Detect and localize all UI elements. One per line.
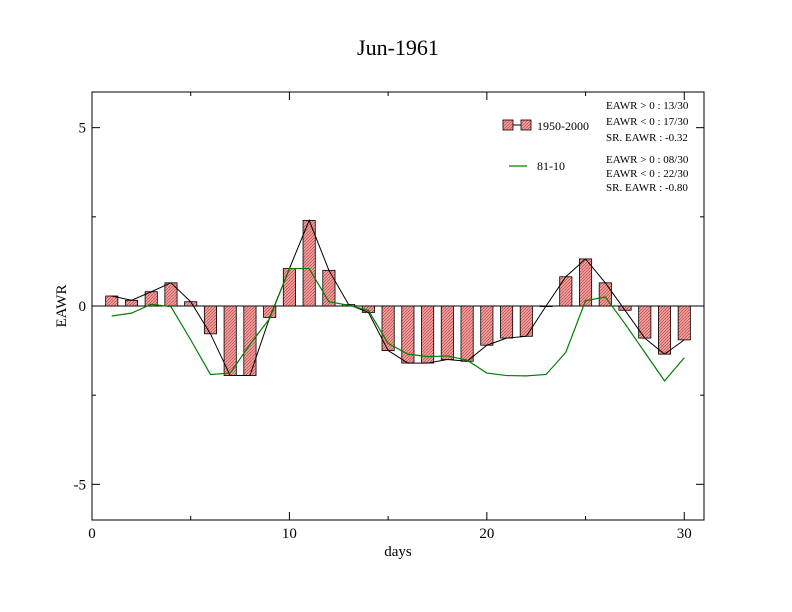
chart-title: Jun-1961: [357, 35, 439, 60]
y-tick-label: 5: [79, 121, 87, 137]
bar-day-1: [105, 295, 119, 307]
bar-day-20: [480, 305, 494, 346]
bar-day-28: [638, 305, 652, 339]
x-tick-label: 0: [88, 526, 96, 542]
x-tick-label: 20: [479, 526, 494, 542]
stats-annotations: EAWR > 0 : 13/30 EAWR < 0 : 17/30 SR. EA…: [606, 100, 689, 194]
bar-day-22: [519, 305, 533, 337]
bar-day-30: [677, 305, 691, 341]
stat-set2-positive: EAWR > 0 : 08/30: [606, 154, 689, 166]
y-tick-label: -5: [74, 477, 87, 493]
legend-label-81-10: 81-10: [537, 159, 565, 173]
bar-day-8: [243, 305, 257, 376]
stat-set2-negative: EAWR < 0 : 22/30: [606, 168, 689, 180]
y-tick-label: 0: [79, 299, 87, 315]
stat-set1-sr: SR. EAWR : -0.32: [606, 132, 688, 144]
bar-day-2: [124, 299, 139, 307]
y-axis-label: EAWR: [54, 285, 70, 328]
bar-day-11: [302, 219, 316, 307]
x-axis-label: days: [384, 544, 412, 560]
legend-bar-swatch: [502, 119, 514, 131]
legend: 1950-2000 81-10: [502, 119, 589, 173]
stat-set1-negative: EAWR < 0 : 17/30: [606, 116, 689, 128]
bar-day-29: [657, 305, 672, 355]
line-series: [111, 219, 685, 382]
bar-day-21: [500, 305, 514, 339]
bar-day-17: [421, 305, 435, 364]
legend-bar-swatch: [520, 119, 532, 131]
x-tick-label: 10: [282, 526, 297, 542]
bar-day-25: [579, 258, 593, 307]
bar-day-24: [559, 276, 573, 307]
bar-day-18: [440, 305, 454, 360]
bar-day-10: [282, 268, 296, 307]
stat-set1-positive: EAWR > 0 : 13/30: [606, 100, 689, 112]
stat-set2-sr: SR. EAWR : -0.80: [606, 182, 688, 194]
x-tick-label: 30: [677, 526, 692, 542]
line-series-81-10: [111, 267, 685, 382]
axis-ticks: 0 10 20 30 -5 0 5: [74, 92, 704, 542]
legend-label-1950-2000: 1950-2000: [537, 119, 589, 133]
bar-day-19: [460, 305, 474, 362]
bar-day-7: [223, 305, 237, 376]
bar-day-6: [203, 305, 217, 335]
line-series-1950-2000: [111, 219, 685, 377]
